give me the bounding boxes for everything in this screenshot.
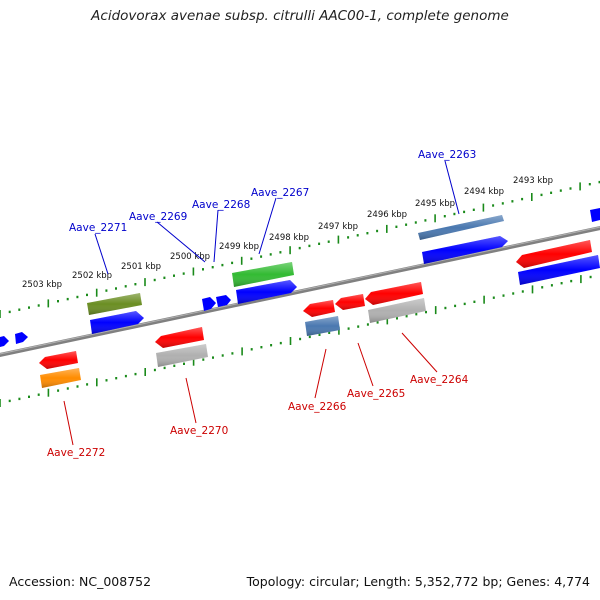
kbp-label: 2493 kbp — [513, 176, 553, 186]
gene-feature-shade — [40, 368, 81, 388]
cds-feature-shade — [236, 280, 297, 304]
gene-feature-shade — [368, 298, 426, 323]
genes-forward — [0, 208, 600, 347]
cds-feature-shade — [155, 327, 204, 348]
kbp-label: 2501 kbp — [121, 262, 161, 272]
gene-feature-shade — [156, 344, 208, 367]
cds-feature[interactable] — [202, 297, 216, 311]
gene-label[interactable]: Aave_2265 — [347, 388, 405, 400]
cds-feature-shade — [39, 351, 78, 369]
accession-text: Accession: NC_008752 — [9, 574, 152, 589]
gene-label[interactable]: Aave_2272 — [47, 447, 105, 459]
gene-feature-shade — [305, 316, 340, 336]
leader-line — [357, 342, 374, 387]
cds-feature[interactable] — [15, 332, 28, 344]
genome-summary-text: Topology: circular; Length: 5,352,772 bp… — [246, 574, 590, 589]
ruler-labels: 2493 kbp 2494 kbp 2495 kbp 2496 kbp 2497… — [22, 176, 553, 290]
kbp-label: 2500 kbp — [170, 252, 210, 262]
cds-feature[interactable] — [0, 336, 9, 347]
cds-feature-shade — [518, 255, 600, 285]
ruler-ticks-forward — [0, 180, 600, 318]
gene-feature-shade — [418, 215, 504, 240]
genes-reverse — [39, 240, 600, 388]
kbp-label: 2503 kbp — [22, 280, 62, 290]
kbp-label: 2502 kbp — [72, 271, 112, 281]
map-title: Acidovorax avenae subsp. citrulli AAC00-… — [91, 8, 509, 24]
cds-feature-shade — [516, 240, 592, 268]
leader-line — [444, 160, 460, 215]
leader-line — [63, 400, 74, 446]
kbp-label: 2498 kbp — [269, 233, 309, 243]
cds-feature[interactable] — [590, 208, 600, 222]
cds-feature[interactable] — [216, 295, 231, 307]
gene-label[interactable]: Aave_2268 — [192, 199, 250, 211]
gene-label[interactable]: Aave_2263 — [418, 149, 476, 161]
leader-line — [314, 348, 327, 399]
gene-label[interactable]: Aave_2267 — [251, 187, 309, 199]
kbp-label: 2496 kbp — [367, 210, 407, 220]
kbp-label: 2495 kbp — [415, 199, 455, 209]
leader-line — [213, 209, 219, 263]
gene-label[interactable]: Aave_2269 — [129, 211, 187, 223]
gene-label[interactable]: Aave_2266 — [288, 401, 347, 413]
leader-line — [258, 197, 277, 255]
gene-label[interactable]: Aave_2264 — [410, 374, 469, 386]
leader-line — [185, 377, 197, 424]
cds-feature-shade — [335, 294, 365, 310]
leader-line — [156, 221, 206, 263]
gene-label[interactable]: Aave_2270 — [170, 425, 228, 437]
leader-line — [401, 332, 438, 373]
gene-label[interactable]: Aave_2271 — [69, 222, 127, 234]
kbp-label: 2497 kbp — [318, 222, 358, 232]
label-leaders — [63, 160, 460, 446]
genome-backbone — [0, 226, 600, 357]
gene-labels-reverse: Aave_2264 Aave_2265 Aave_2266 Aave_2270 … — [47, 374, 469, 459]
kbp-label: 2499 kbp — [219, 242, 259, 252]
cds-feature-shade — [365, 282, 423, 305]
gene-labels-forward: Aave_2263 Aave_2267 Aave_2268 Aave_2269 … — [69, 149, 476, 234]
ruler-ticks-reverse — [0, 275, 592, 407]
kbp-label: 2494 kbp — [464, 187, 504, 197]
genome-backbone-highlight — [0, 226, 600, 355]
cds-feature-shade — [303, 300, 335, 317]
cds-feature-shade — [422, 236, 508, 264]
cds-feature-shade — [90, 311, 144, 334]
leader-line — [94, 233, 109, 275]
gene-feature-shade — [232, 262, 294, 287]
gene-feature-shade — [87, 293, 142, 315]
